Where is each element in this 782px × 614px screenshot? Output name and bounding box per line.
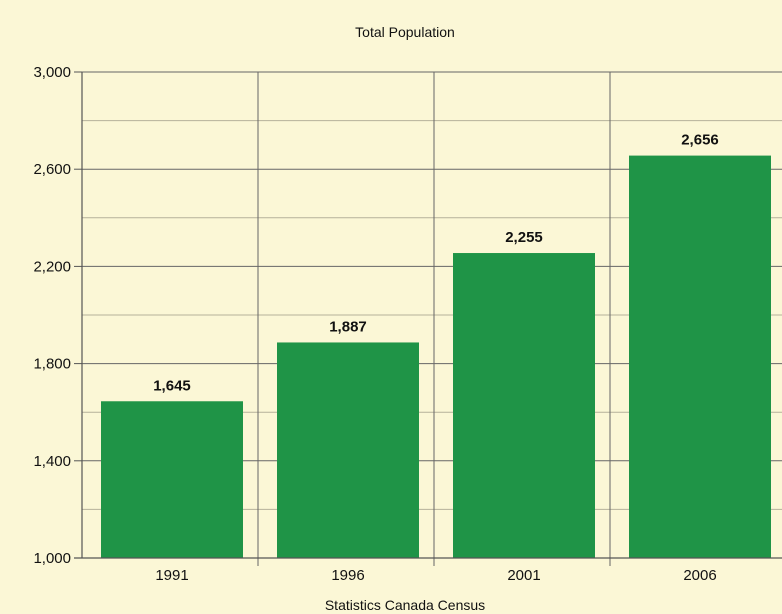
x-tick-label-2001: 2001 xyxy=(507,567,540,584)
chart-title: Total Population xyxy=(355,24,455,40)
bar-layer xyxy=(101,155,771,559)
data-label-1991: 1,645 xyxy=(153,377,191,394)
label-layer: 1,000 1,400 1,800 2,200 2,600 3,000 1,645 1991 1… xyxy=(33,64,718,584)
data-label-1996: 1,887 xyxy=(329,318,367,335)
x-tick-label-1996: 1996 xyxy=(331,567,364,584)
x-axis-label: Statistics Canada Census xyxy=(325,597,485,613)
bar-2001 xyxy=(453,253,595,558)
data-label-2001: 2,255 xyxy=(505,229,543,246)
axis-layer xyxy=(74,71,782,559)
y-tick-label: 1,000 xyxy=(33,550,71,567)
bar-1991 xyxy=(101,401,243,558)
bar-2006 xyxy=(629,155,771,559)
x-tick-label-2006: 2006 xyxy=(683,567,716,584)
y-tick-label: 2,600 xyxy=(33,161,71,178)
data-label-2006: 2,656 xyxy=(681,132,719,149)
y-tick-label: 1,400 xyxy=(33,453,71,470)
y-tick-label: 1,800 xyxy=(33,356,71,373)
y-tick-label: 2,200 xyxy=(33,258,71,275)
x-tick-label-1991: 1991 xyxy=(155,567,188,584)
bar-1996 xyxy=(277,342,419,558)
y-tick-label: 3,000 xyxy=(33,64,71,81)
